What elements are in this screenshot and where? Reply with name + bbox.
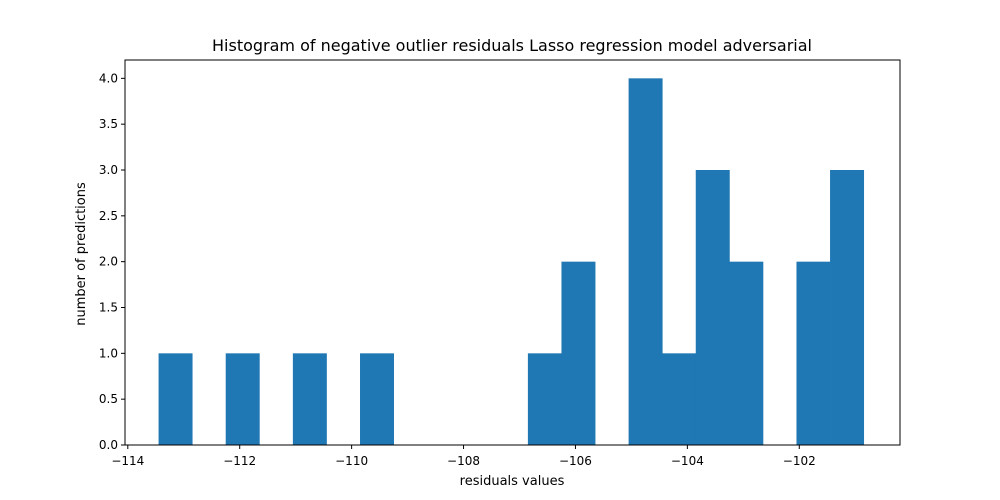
histogram-bar <box>225 353 260 445</box>
y-axis-label: number of predictions <box>74 182 89 326</box>
chart-title: Histogram of negative outlier residuals … <box>212 36 812 55</box>
y-tick-label: 4.0 <box>99 71 118 85</box>
x-tick-label: −108 <box>447 454 480 468</box>
x-tick-label: −102 <box>783 454 816 468</box>
y-tick-label: 1.5 <box>99 301 118 315</box>
histogram-bar <box>527 353 562 445</box>
x-tick-label: −114 <box>111 454 144 468</box>
histogram-bar <box>662 353 697 445</box>
histogram-bar <box>796 261 831 445</box>
y-tick-label: 2.0 <box>99 255 118 269</box>
bars-group <box>158 78 865 445</box>
histogram-bar <box>561 261 596 445</box>
y-axis-ticks: 0.0 0.5 1.0 1.5 2.0 2.5 3.0 3.5 4.0 <box>99 71 125 452</box>
x-tick-label: −106 <box>559 454 592 468</box>
x-axis-ticks: −114 −112 −110 −108 −106 −104 −102 <box>111 445 816 468</box>
x-tick-label: −104 <box>671 454 704 468</box>
histogram-bar <box>628 78 663 445</box>
x-tick-label: −112 <box>223 454 256 468</box>
histogram-bar <box>830 170 865 445</box>
histogram-bar <box>695 170 730 445</box>
y-tick-label: 0.0 <box>99 438 118 452</box>
x-tick-label: −110 <box>335 454 368 468</box>
histogram-bar <box>292 353 327 445</box>
y-tick-label: 1.0 <box>99 346 118 360</box>
y-tick-label: 3.0 <box>99 163 118 177</box>
histogram-bar <box>360 353 394 445</box>
y-tick-label: 3.5 <box>99 117 118 131</box>
histogram-bar <box>158 353 193 445</box>
plot-area-frame <box>124 59 901 446</box>
y-tick-label: 2.5 <box>99 209 118 223</box>
x-axis-label: residuals values <box>460 474 565 489</box>
y-tick-label: 0.5 <box>99 392 118 406</box>
histogram-bar <box>729 261 764 445</box>
